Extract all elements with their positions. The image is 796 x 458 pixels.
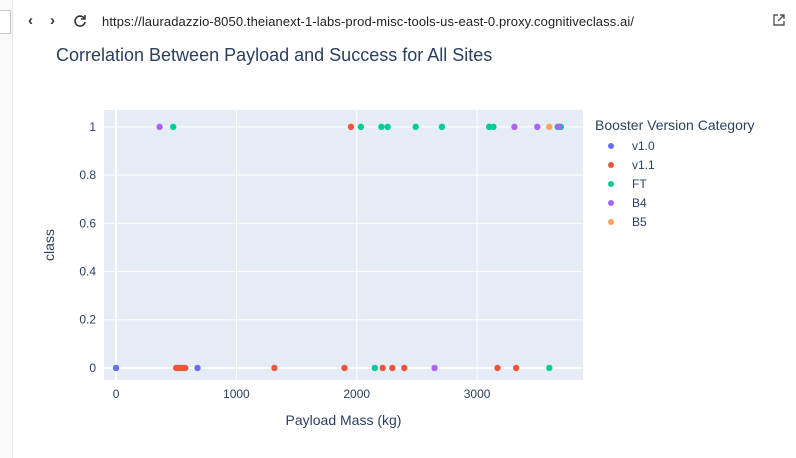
browser-toolbar: ‹ › https://lauradazzio-8050.theianext-1…: [0, 0, 796, 44]
x-tick-label: 1000: [223, 387, 250, 401]
data-point[interactable]: [546, 123, 553, 131]
series-v1-1: [173, 123, 520, 372]
data-point[interactable]: [513, 364, 520, 372]
data-point[interactable]: [379, 364, 386, 372]
x-tick-label: 3000: [464, 387, 491, 401]
open-external-icon[interactable]: [772, 13, 788, 29]
chart-title: Correlation Between Payload and Success …: [56, 45, 493, 65]
data-point[interactable]: [112, 364, 120, 372]
x-axis-label: Payload Mass (kg): [286, 412, 402, 428]
x-tick-label: 0: [113, 387, 120, 401]
y-tick-labels: 0 0.2 0.4 0.6 0.8 1: [79, 120, 96, 375]
data-point[interactable]: [401, 364, 408, 372]
data-point[interactable]: [438, 123, 446, 131]
chevron-left-icon[interactable]: ‹: [28, 12, 33, 29]
chevron-right-icon[interactable]: ›: [50, 12, 55, 29]
legend-marker: [608, 200, 614, 206]
y-tick-label: 0.4: [79, 265, 96, 279]
legend-label: v1.1: [632, 158, 655, 172]
legend-marker: [608, 219, 614, 225]
x-tick-label: 2000: [343, 387, 370, 401]
y-tick-label: 0.8: [79, 168, 96, 182]
x-gridlines: [115, 110, 478, 380]
y-tick-label: 0: [89, 361, 96, 375]
side-gutter: [0, 0, 13, 458]
y-gridlines: [104, 126, 583, 369]
legend-marker: [608, 143, 614, 149]
data-point[interactable]: [546, 364, 553, 372]
data-point[interactable]: [170, 123, 177, 131]
series-v1-0: [112, 364, 201, 372]
legend-label: B4: [632, 196, 647, 210]
data-point[interactable]: [490, 123, 497, 131]
reload-icon[interactable]: [73, 14, 87, 33]
data-point[interactable]: [194, 364, 201, 372]
data-point[interactable]: [412, 123, 419, 131]
data-point[interactable]: [534, 123, 541, 131]
data-point[interactable]: [271, 364, 278, 372]
legend-label: B5: [632, 215, 647, 229]
address-bar-url[interactable]: https://lauradazzio-8050.theianext-1-lab…: [102, 14, 635, 29]
legend-label: FT: [632, 177, 647, 191]
legend-marker: [608, 162, 614, 168]
legend-label: v1.0: [632, 139, 655, 153]
y-tick-label: 0.2: [79, 313, 96, 327]
data-point[interactable]: [347, 123, 355, 131]
x-tick-labels: 0 1000 2000 3000: [113, 387, 491, 401]
data-point[interactable]: [156, 123, 163, 131]
data-point[interactable]: [384, 123, 391, 131]
data-points: [112, 123, 565, 372]
data-point[interactable]: [494, 364, 501, 372]
data-point[interactable]: [555, 123, 563, 131]
y-tick-label: 1: [89, 120, 96, 134]
data-point[interactable]: [431, 364, 438, 372]
data-point[interactable]: [378, 123, 385, 131]
legend-title: Booster Version Category: [595, 117, 755, 133]
legend-marker: [608, 181, 614, 187]
data-point[interactable]: [341, 364, 348, 372]
series-b4: [156, 123, 563, 372]
y-axis-label: class: [41, 229, 57, 261]
side-input-stub[interactable]: [0, 10, 11, 34]
data-point[interactable]: [357, 123, 365, 131]
data-point[interactable]: [389, 364, 396, 372]
y-tick-label: 0.6: [79, 216, 96, 230]
series-b5: [546, 123, 553, 131]
data-point[interactable]: [511, 123, 518, 131]
data-point[interactable]: [182, 364, 189, 372]
plot-area: [104, 110, 583, 380]
data-point[interactable]: [371, 364, 378, 372]
